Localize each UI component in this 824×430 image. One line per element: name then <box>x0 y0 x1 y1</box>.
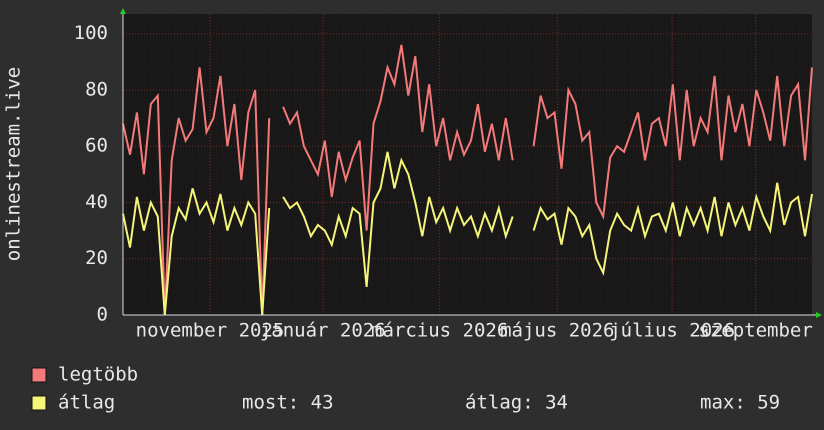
y-tick-label: 80 <box>85 78 108 100</box>
series-line <box>122 67 271 316</box>
x-tick-label: július 2026 <box>609 320 735 342</box>
x-tick-label: január 2026 <box>260 320 386 342</box>
legend-swatch <box>31 395 47 411</box>
y-tick-label: 40 <box>85 191 108 213</box>
series-line <box>282 151 514 287</box>
y-tick-label: 60 <box>85 135 108 157</box>
x-tick-label: november 2025 <box>136 320 285 342</box>
y-tick-label: 0 <box>97 304 108 326</box>
y-tick-label: 20 <box>85 247 108 269</box>
stat-text: most: 43 <box>242 392 334 414</box>
legend-label: átlag <box>58 392 115 414</box>
y-arrow <box>120 8 126 14</box>
minor-grid <box>123 14 812 315</box>
series-line <box>282 44 514 231</box>
y-tick-label: 100 <box>74 22 108 44</box>
y-axis-label: onlinestream.live <box>3 67 25 261</box>
series-line <box>532 67 813 220</box>
x-tick-label: március 2026 <box>371 320 508 342</box>
stat-text: átlag: 34 <box>465 392 568 414</box>
legend-swatch <box>31 367 47 383</box>
series-line <box>532 182 813 277</box>
x-tick-label: szeptember <box>698 320 812 342</box>
series-line <box>122 188 271 316</box>
x-arrow <box>816 312 822 318</box>
legend-label: legtöbb <box>58 364 138 386</box>
x-tick-label: május 2026 <box>500 320 614 342</box>
stat-text: max: 59 <box>700 392 780 414</box>
